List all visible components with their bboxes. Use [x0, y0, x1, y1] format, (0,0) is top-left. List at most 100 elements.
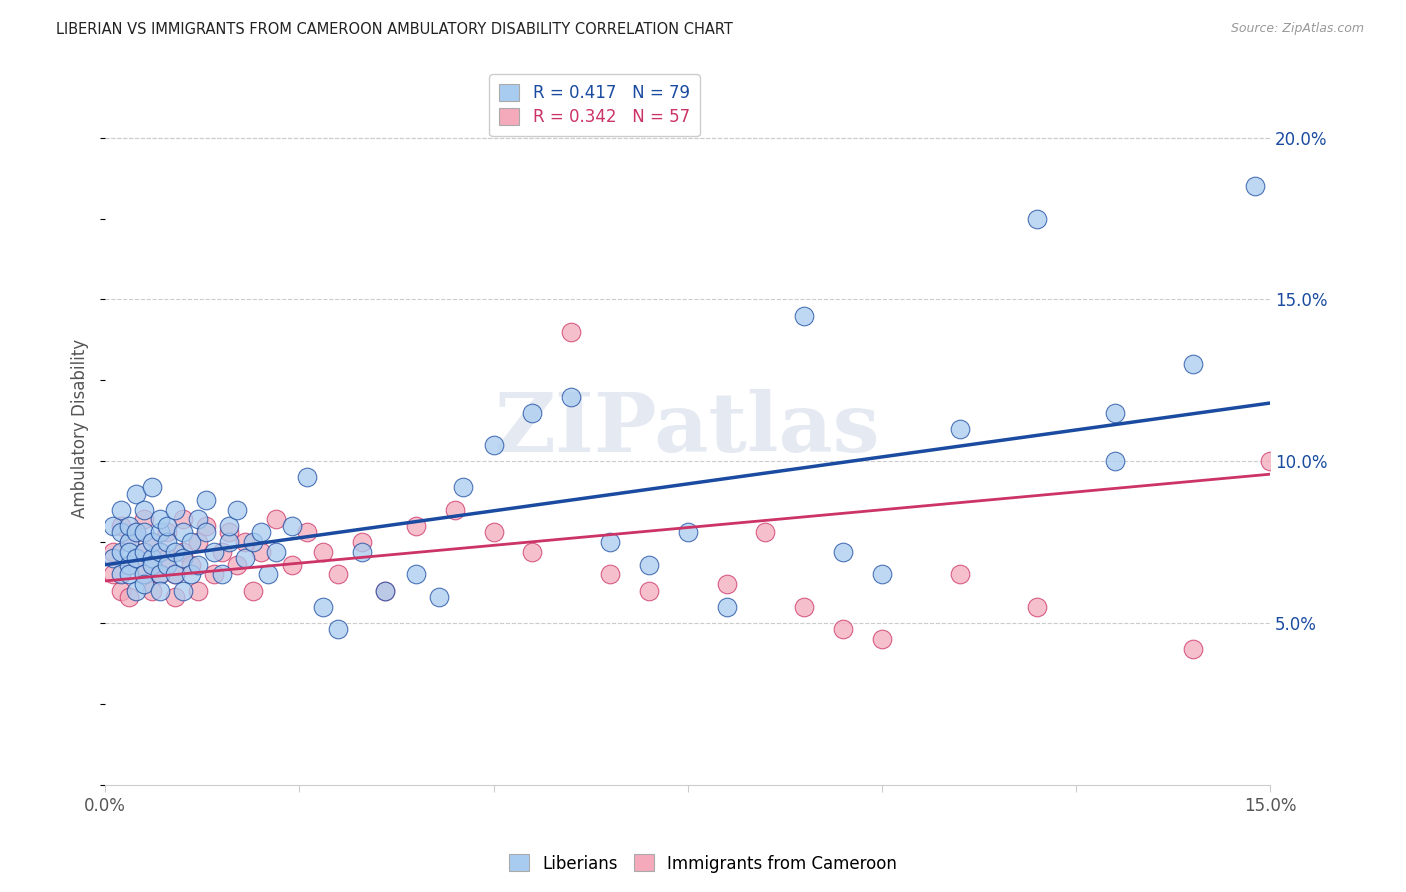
Point [110, 583, 132, 598]
Point [522, 545, 544, 559]
Point [125, 551, 148, 566]
Point [1026, 211, 1049, 226]
Point [110, 567, 132, 582]
Point [180, 535, 202, 549]
Point [156, 535, 179, 549]
Point [117, 558, 139, 572]
Point [233, 535, 256, 549]
Point [187, 535, 209, 549]
Point [117, 567, 139, 582]
Point [405, 567, 427, 582]
Point [1260, 454, 1282, 468]
Point [202, 567, 225, 582]
Point [1181, 641, 1204, 656]
Point [110, 545, 132, 559]
Point [793, 309, 815, 323]
Point [132, 512, 155, 526]
Point [101, 545, 124, 559]
Point [249, 545, 271, 559]
Point [226, 558, 249, 572]
Point [870, 632, 893, 647]
Point [180, 558, 202, 572]
Point [125, 486, 148, 500]
Point [195, 525, 218, 540]
Point [132, 545, 155, 559]
Point [141, 535, 163, 549]
Point [117, 535, 139, 549]
Point [172, 512, 194, 526]
Point [149, 583, 172, 598]
Point [172, 583, 194, 598]
Point [295, 525, 318, 540]
Legend: R = 0.417   N = 79, R = 0.342   N = 57: R = 0.417 N = 79, R = 0.342 N = 57 [489, 74, 700, 136]
Point [141, 583, 163, 598]
Point [482, 525, 505, 540]
Point [249, 525, 271, 540]
Point [149, 545, 172, 559]
Y-axis label: Ambulatory Disability: Ambulatory Disability [72, 339, 89, 518]
Point [350, 535, 373, 549]
Point [156, 551, 179, 566]
Point [187, 558, 209, 572]
Point [1181, 357, 1204, 371]
Point [101, 551, 124, 566]
Point [218, 519, 240, 533]
Point [195, 519, 218, 533]
Point [125, 551, 148, 566]
Point [149, 567, 172, 582]
Point [312, 545, 335, 559]
Legend: Liberians, Immigrants from Cameroon: Liberians, Immigrants from Cameroon [502, 847, 904, 880]
Point [165, 590, 187, 604]
Point [560, 390, 582, 404]
Point [1104, 406, 1126, 420]
Point [716, 577, 738, 591]
Point [1104, 454, 1126, 468]
Point [165, 545, 187, 559]
Point [117, 545, 139, 559]
Point [218, 535, 240, 549]
Point [374, 583, 396, 598]
Point [560, 325, 582, 339]
Point [218, 525, 240, 540]
Point [226, 502, 249, 516]
Point [187, 583, 209, 598]
Point [599, 567, 621, 582]
Point [832, 545, 855, 559]
Point [125, 525, 148, 540]
Point [242, 535, 264, 549]
Point [949, 422, 972, 436]
Point [156, 519, 179, 533]
Point [110, 502, 132, 516]
Point [132, 545, 155, 559]
Point [754, 525, 776, 540]
Point [132, 567, 155, 582]
Point [676, 525, 699, 540]
Point [172, 551, 194, 566]
Point [793, 599, 815, 614]
Point [149, 512, 172, 526]
Text: Source: ZipAtlas.com: Source: ZipAtlas.com [1230, 22, 1364, 36]
Point [280, 558, 302, 572]
Point [482, 438, 505, 452]
Point [638, 583, 661, 598]
Point [242, 583, 264, 598]
Point [132, 577, 155, 591]
Point [264, 545, 287, 559]
Point [110, 519, 132, 533]
Point [117, 519, 139, 533]
Point [101, 567, 124, 582]
Point [165, 502, 187, 516]
Point [202, 545, 225, 559]
Point [443, 502, 465, 516]
Point [132, 525, 155, 540]
Point [149, 567, 172, 582]
Point [101, 519, 124, 533]
Point [125, 583, 148, 598]
Point [141, 551, 163, 566]
Point [117, 590, 139, 604]
Point [1243, 179, 1265, 194]
Point [328, 567, 350, 582]
Point [195, 493, 218, 508]
Point [716, 599, 738, 614]
Point [374, 583, 396, 598]
